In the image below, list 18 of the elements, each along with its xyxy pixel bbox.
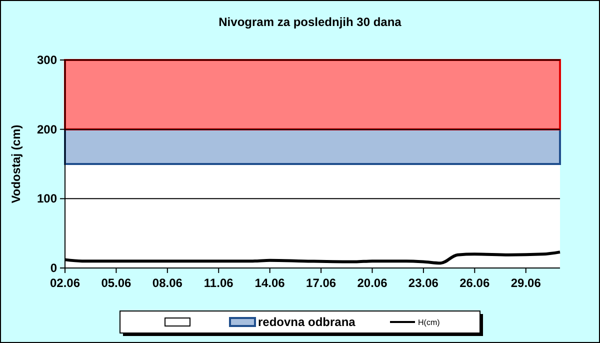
chart-title: Nivogram za poslednjih 30 dana [218,15,402,29]
x-tick-label: 23.06 [408,276,439,290]
y-axis-title: Vodostaj (cm) [9,124,23,204]
x-tick-label: 11.06 [204,276,234,290]
y-tick-label: 100 [36,192,58,206]
x-tick-label: 02.06 [50,276,80,290]
y-tick-label: 300 [36,53,58,67]
x-tick-label: 26.06 [460,276,490,290]
y-tick-label: 0 [50,261,58,275]
x-tick-label: 20.06 [357,276,388,290]
x-tick-label: 17.06 [306,276,336,290]
x-tick-label: 08.06 [152,276,183,290]
y-tick-label: 200 [36,122,58,136]
x-tick-label: 29.06 [510,276,542,290]
legend-label: H(cm) [418,318,440,327]
x-tick-label: 14.06 [254,276,286,290]
legend-label: redovna odbrana [258,315,356,329]
x-tick-label: 05.06 [101,276,132,290]
